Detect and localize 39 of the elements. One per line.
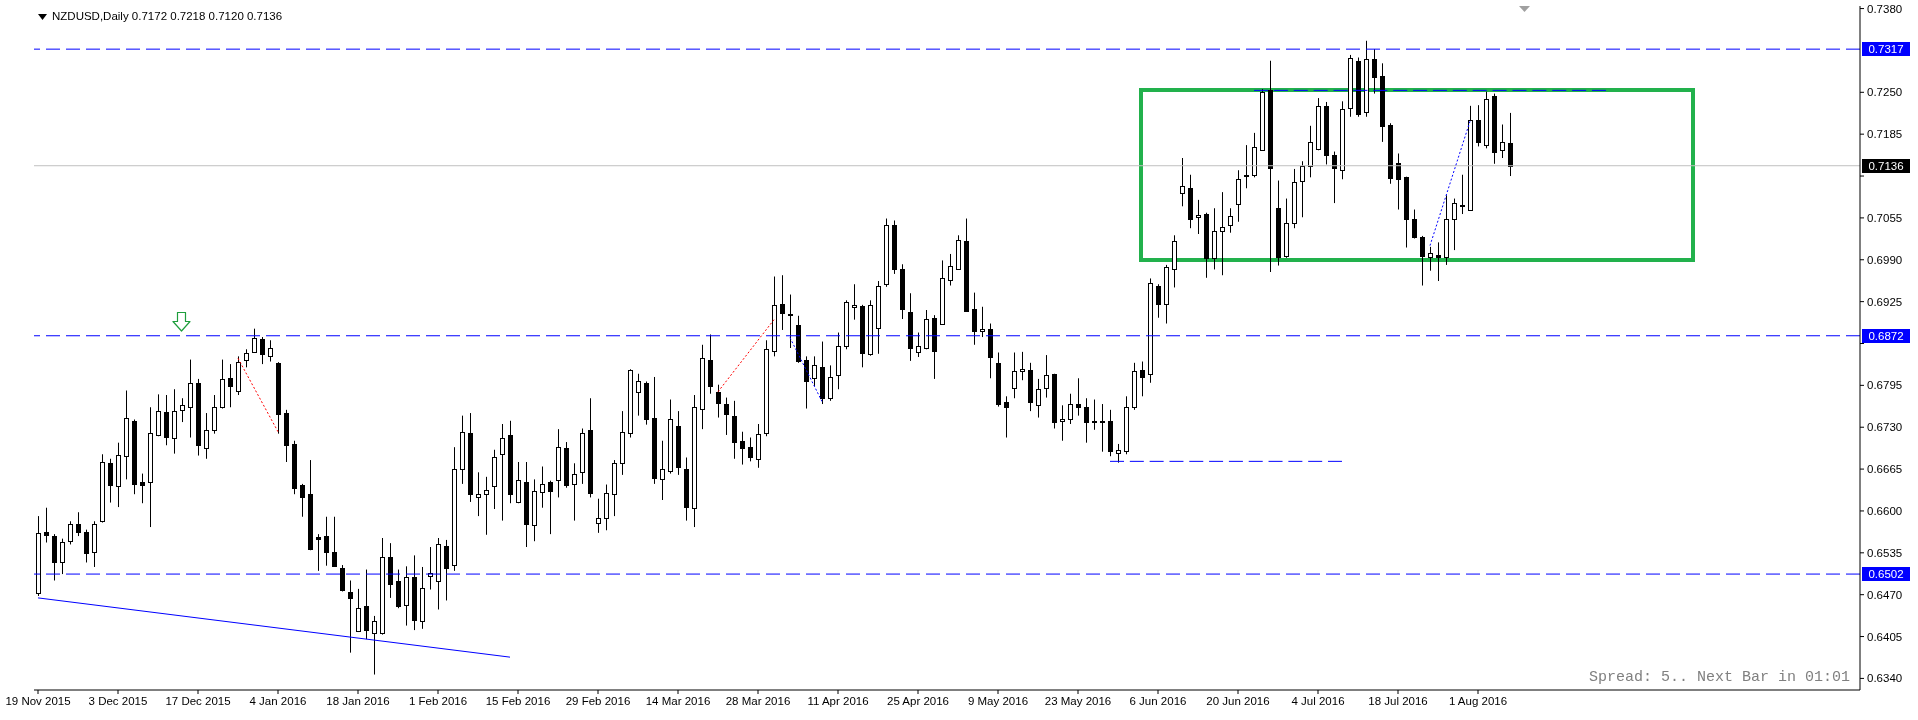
y-tick-label: 0.7380 xyxy=(1867,2,1903,15)
x-tick-label: 4 Jul 2016 xyxy=(1291,695,1345,708)
y-tick-label: 0.6405 xyxy=(1867,630,1903,643)
y-tick-label: 0.7250 xyxy=(1867,86,1903,99)
y-tick-label: 0.6925 xyxy=(1867,295,1903,308)
y-tick-label: 0.6665 xyxy=(1867,463,1903,476)
x-tick-label: 18 Jan 2016 xyxy=(326,695,390,708)
y-tick-label: 0.6795 xyxy=(1867,379,1903,392)
x-tick-label: 6 Jun 2016 xyxy=(1129,695,1187,708)
chart-title: NZDUSD,Daily 0.7172 0.7218 0.7120 0.7136 xyxy=(52,9,283,23)
x-tick-label: 28 Mar 2016 xyxy=(725,695,791,708)
x-tick-label: 1 Feb 2016 xyxy=(408,695,468,708)
x-tick-label: 17 Dec 2015 xyxy=(165,695,231,708)
y-tick-label: 0.7055 xyxy=(1867,211,1903,224)
ref-line-label: 0.6872 xyxy=(1862,328,1910,343)
y-tick-label: 0.7185 xyxy=(1867,128,1903,141)
y-tick-label: 0.6535 xyxy=(1867,546,1903,559)
y-tick-label: 0.6730 xyxy=(1867,421,1903,434)
x-tick-label: 20 Jun 2016 xyxy=(1206,695,1270,708)
x-tick-label: 19 Nov 2015 xyxy=(5,695,71,708)
x-tick-label: 25 Apr 2016 xyxy=(886,695,950,708)
x-tick-label: 15 Feb 2016 xyxy=(485,695,551,708)
x-tick-label: 3 Dec 2015 xyxy=(88,695,148,708)
y-tick-label: 0.6340 xyxy=(1867,672,1903,685)
x-tick-label: 9 May 2016 xyxy=(967,695,1029,708)
x-tick-label: 29 Feb 2016 xyxy=(565,695,631,708)
y-tick-label: 0.6600 xyxy=(1867,505,1903,518)
y-tick-label: 0.6990 xyxy=(1867,253,1903,266)
annotation: Spread: 5.. Next Bar in 01:01 xyxy=(1588,669,1850,686)
ref-line-label: 0.7136 xyxy=(1862,158,1910,173)
ref-line-label: 0.6502 xyxy=(1862,567,1910,582)
x-tick-label: 14 Mar 2016 xyxy=(645,695,711,708)
x-tick-label: 1 Aug 2016 xyxy=(1448,695,1508,708)
x-tick-label: 18 Jul 2016 xyxy=(1368,695,1428,708)
x-tick-label: 4 Jan 2016 xyxy=(249,695,307,708)
ref-line-label: 0.7317 xyxy=(1862,42,1910,57)
x-tick-label: 23 May 2016 xyxy=(1044,695,1112,708)
x-tick-label: 11 Apr 2016 xyxy=(807,695,869,708)
y-tick-label: 0.6470 xyxy=(1867,588,1903,601)
